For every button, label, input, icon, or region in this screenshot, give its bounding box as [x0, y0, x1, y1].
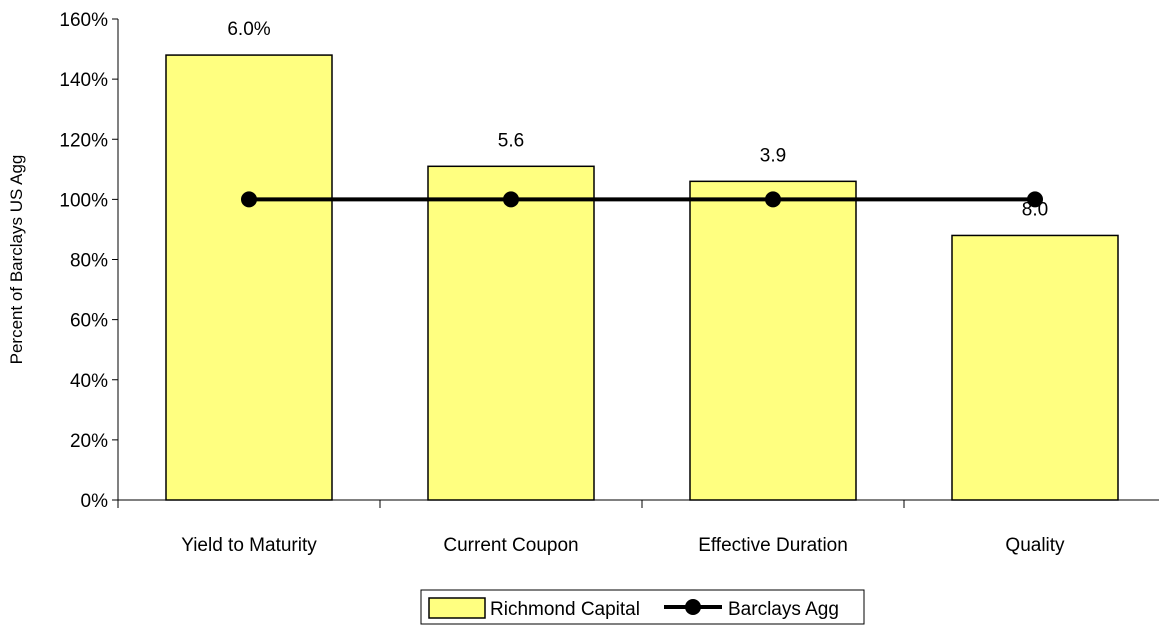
bar-data-label: 8.0: [1022, 199, 1048, 220]
y-tick-label: 0%: [81, 491, 109, 512]
x-category-label: Quality: [1005, 535, 1065, 556]
x-category-label: Yield to Maturity: [181, 535, 317, 556]
legend-label-barclays-agg: Barclays Agg: [728, 599, 839, 620]
y-tick-label: 140%: [59, 70, 108, 91]
y-tick-label: 100%: [59, 190, 108, 211]
bar: [951, 234, 1119, 501]
axes: [117, 19, 1159, 508]
legend-label-richmond-capital: Richmond Capital: [490, 599, 640, 620]
legend-swatch-richmond-capital: [428, 597, 486, 619]
x-category-label: Effective Duration: [698, 535, 848, 556]
series-point: [765, 191, 781, 208]
y-tick-label: 20%: [70, 431, 108, 452]
y-axis: 0% 20% 40% 60% 80% 100% 120% 140% 160%: [59, 10, 118, 512]
bar-data-label: 6.0%: [227, 19, 270, 40]
legend: Richmond Capital Barclays Agg: [420, 589, 865, 625]
legend-box: [420, 589, 865, 625]
bar-data-label: 5.6: [498, 130, 524, 151]
y-tick-label: 80%: [70, 251, 108, 272]
series-point: [503, 191, 519, 208]
series-point: [1027, 191, 1043, 208]
y-tick-label: 160%: [59, 10, 108, 31]
y-axis-title: Percent of Barclays US Agg: [7, 155, 26, 365]
bar: [427, 165, 595, 501]
y-tick-label: 40%: [70, 371, 108, 392]
line-series-barclays-agg: [241, 191, 1043, 208]
y-tick-label: 60%: [70, 311, 108, 332]
series-point: [241, 191, 257, 208]
x-category-label: Current Coupon: [443, 535, 578, 556]
y-tick-label: 120%: [59, 130, 108, 151]
bar: [689, 180, 857, 501]
bar-series-richmond-capital: [165, 54, 1119, 501]
bar-data-labels: 6.0% 5.6 3.9 8.0: [227, 19, 1048, 220]
bar-data-label: 3.9: [760, 145, 786, 166]
bar: [165, 54, 333, 501]
legend-marker-barclays-agg: [685, 599, 701, 615]
x-axis-categories: Yield to Maturity Current Coupon Effective…: [181, 535, 1065, 556]
